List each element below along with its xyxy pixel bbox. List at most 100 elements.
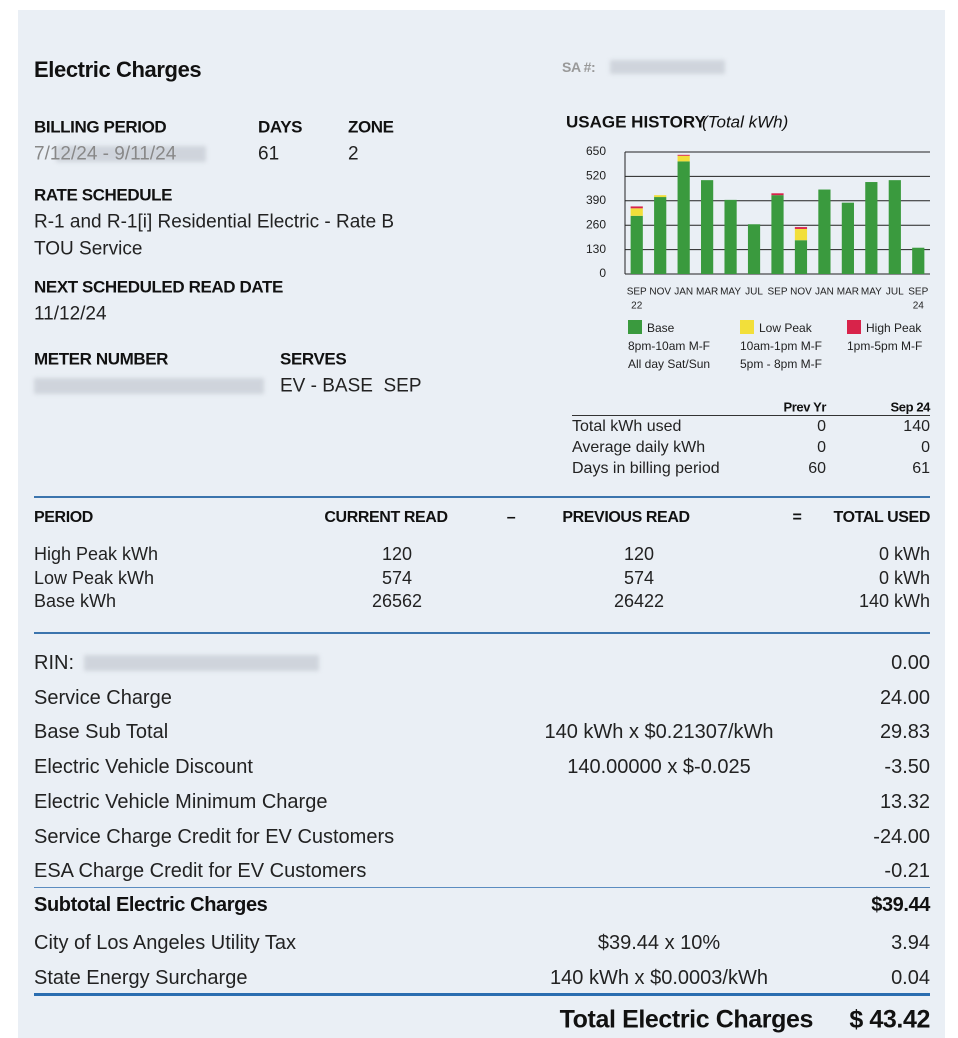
charge-label: Electric Vehicle Minimum Charge bbox=[34, 790, 328, 813]
label: SERVES bbox=[280, 349, 347, 369]
column-header: Sep 24 bbox=[890, 399, 930, 415]
charge-amount: 0.04 bbox=[891, 967, 930, 989]
bar-segment bbox=[888, 180, 901, 274]
cell: 26562 bbox=[371, 591, 423, 611]
value: 61 bbox=[258, 143, 280, 165]
x-tick-label: SEP bbox=[908, 287, 928, 298]
charge-detail: 140 kWh x $0.0003/kWh bbox=[550, 967, 768, 989]
x-tick-label: MAY bbox=[720, 287, 741, 298]
charge-amount: -24.00 bbox=[873, 825, 930, 848]
total-label: Total Electric Charges bbox=[559, 1005, 814, 1034]
bar-segment bbox=[724, 199, 737, 274]
divider bbox=[34, 993, 930, 996]
value: 11/12/24 bbox=[34, 303, 107, 325]
label: NEXT SCHEDULED READ DATE bbox=[34, 277, 283, 297]
charge-amount: -3.50 bbox=[884, 756, 930, 779]
x-year-label: 22 bbox=[631, 301, 643, 312]
bar-segment bbox=[677, 154, 690, 156]
bar-segment bbox=[630, 208, 643, 216]
bar-segment bbox=[794, 228, 808, 241]
row-label: Low Peak kWh bbox=[34, 567, 155, 588]
label: ZONE bbox=[348, 117, 394, 137]
charge-label: Electric Vehicle Discount bbox=[34, 756, 253, 779]
charge-label: Service Charge bbox=[34, 686, 172, 709]
bar-segment bbox=[794, 240, 808, 274]
redacted bbox=[610, 60, 725, 74]
legend-swatch bbox=[628, 320, 642, 334]
cell: 574 bbox=[623, 567, 655, 588]
label: METER NUMBER bbox=[34, 349, 169, 369]
column-header: Prev Yr bbox=[783, 399, 827, 415]
chart-subtitle: (Total kWh) bbox=[702, 112, 788, 131]
charge-amount: 13.32 bbox=[879, 790, 930, 813]
charge-label: ESA Charge Credit for EV Customers bbox=[34, 860, 367, 883]
bar-segment bbox=[677, 161, 690, 274]
redacted bbox=[56, 146, 206, 162]
x-tick-label: SEP bbox=[627, 287, 647, 298]
cell: 140 bbox=[903, 418, 930, 435]
column-header: TOTAL USED bbox=[833, 509, 931, 526]
value: 7/12/24 - 9/11/24 bbox=[34, 143, 177, 165]
redacted bbox=[84, 655, 319, 671]
bar-segment bbox=[841, 202, 854, 274]
cell: 26422 bbox=[613, 591, 665, 611]
x-tick-label: MAY bbox=[861, 287, 882, 298]
bar-segment bbox=[630, 215, 643, 274]
bar-segment bbox=[794, 227, 808, 229]
legend-label: High Peak bbox=[866, 321, 922, 335]
redacted bbox=[34, 378, 264, 394]
charge-detail: 140.00000 x $-0.025 bbox=[567, 756, 751, 779]
bar-segment bbox=[701, 180, 714, 274]
title: Electric Charges bbox=[34, 57, 202, 82]
cell: 60 bbox=[808, 460, 826, 477]
y-tick-label: 130 bbox=[586, 242, 606, 256]
cell: 140 kWh bbox=[858, 591, 930, 611]
cell: 0 bbox=[817, 439, 826, 456]
bar-segment bbox=[747, 224, 761, 274]
bar-segment bbox=[771, 193, 784, 196]
legend-description: 10am-1pm M-F bbox=[740, 339, 822, 353]
legend-swatch bbox=[740, 320, 754, 334]
bar-segment bbox=[654, 197, 667, 274]
table-rule bbox=[572, 415, 930, 416]
cell: 0 kWh bbox=[878, 544, 930, 564]
x-tick-label: JUL bbox=[745, 287, 763, 298]
divider bbox=[34, 496, 930, 498]
divider bbox=[34, 632, 930, 634]
charge-amount: 3.94 bbox=[891, 932, 930, 954]
sa-label: SA #: bbox=[562, 59, 596, 75]
value: TOU Service bbox=[34, 238, 143, 260]
legend-description: 1pm-5pm M-F bbox=[847, 339, 922, 353]
bill-card bbox=[18, 10, 945, 1038]
cell: 0 bbox=[817, 418, 826, 435]
charge-label: RIN: bbox=[34, 652, 74, 674]
row-label: High Peak kWh bbox=[34, 544, 159, 564]
cell: 0 bbox=[921, 439, 930, 456]
x-year-label: 24 bbox=[913, 301, 925, 312]
row-label: Base kWh bbox=[34, 591, 117, 611]
charge-detail: $39.44 x 10% bbox=[597, 932, 721, 954]
charge-label: State Energy Surcharge bbox=[34, 967, 248, 989]
x-tick-label: MAR bbox=[696, 287, 718, 298]
legend-label: Base bbox=[647, 321, 675, 335]
value: 2 bbox=[348, 143, 359, 165]
bar-segment bbox=[771, 195, 784, 274]
charge-label: Subtotal Electric Charges bbox=[34, 894, 268, 916]
column-header: PERIOD bbox=[34, 509, 93, 526]
y-tick-label: 0 bbox=[599, 266, 606, 280]
legend-description: 5pm - 8pm M-F bbox=[740, 357, 822, 371]
bar-segment bbox=[630, 206, 643, 209]
bar-segment bbox=[912, 247, 925, 274]
column-header: PREVIOUS READ bbox=[562, 509, 690, 526]
label: RATE SCHEDULE bbox=[34, 185, 173, 205]
row-label: Total kWh used bbox=[572, 418, 682, 435]
x-tick-label: MAR bbox=[837, 287, 859, 298]
charge-detail: 140 kWh x $0.21307/kWh bbox=[544, 721, 774, 744]
column-header: CURRENT READ bbox=[324, 509, 448, 526]
bar-segment bbox=[865, 182, 878, 274]
y-tick-label: 520 bbox=[586, 169, 606, 183]
row-label: Days in billing period bbox=[572, 460, 720, 477]
column-header: – bbox=[506, 509, 516, 526]
